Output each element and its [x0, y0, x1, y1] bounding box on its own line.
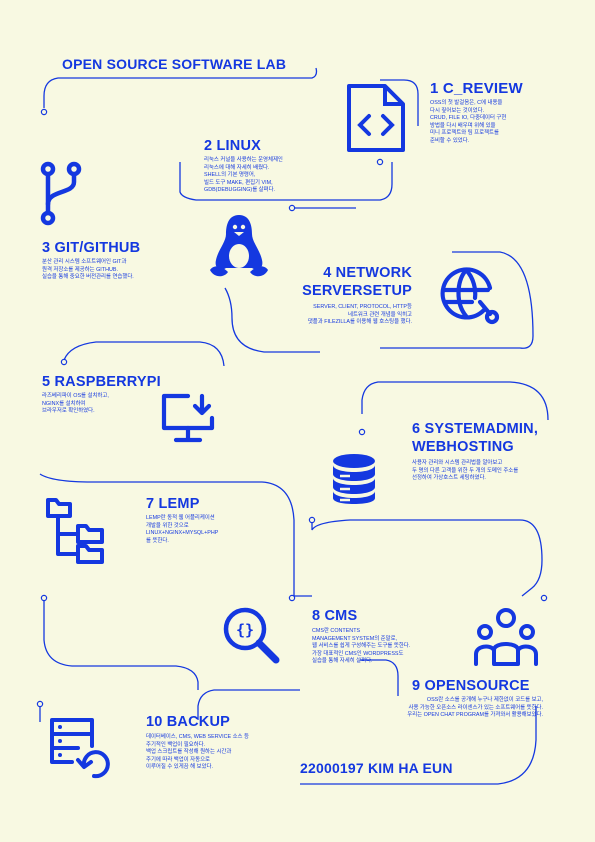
- section-6-heading: 6 SYSTEMADMIN, WEBHOSTING: [412, 421, 539, 455]
- section-4-heading: 4 NETWORK SERVERSETUP: [302, 265, 412, 299]
- section-1-description: OSS의 첫 발걸음은, C에 내용을 다시 짚어보는 것이었다. CRUD, FI…: [430, 100, 507, 144]
- section-2-heading: 2 LINUX: [204, 138, 261, 154]
- section-7-description: LEMP란 동적 웹 어플리케이션 개발을 위한 것으로 LINUX+NGINX+M…: [146, 515, 219, 544]
- section-1-heading: 1 C_REVIEW: [430, 80, 523, 97]
- git-branch-icon: [40, 161, 82, 226]
- code-file-icon: [347, 84, 405, 152]
- section-9-description: OSS란 소스를 공개해 누구나 제한없이 코드를 보고, 사용 가능한 오픈소스…: [407, 697, 543, 719]
- tux-penguin-icon: [210, 215, 268, 277]
- monitor-download-icon: [161, 393, 215, 443]
- section-3-heading: 3 GIT/GITHUB: [42, 240, 141, 256]
- server-backup-icon: [50, 718, 110, 779]
- community-users-icon: [474, 608, 538, 666]
- section-9-heading: 9 OPENSOURCE: [412, 678, 530, 694]
- section-10-description: 데이터베이스, CMS, WEB SERVICE 소스 등 주기적인 백업이 필요…: [146, 734, 249, 771]
- section-5-description: 라즈베리파이 OS를 설치하고, NGINX를 설치하여 브라우저로 확인하였다.: [42, 393, 109, 415]
- section-2-description: 리눅스 커널을 사용하는 운영체제인 리눅스에 대해 자세히 배웠다. SHELL의…: [204, 157, 283, 194]
- section-6-description: 사용자 관리와 시스템 관리법을 알아보고 두 명의 다른 고객을 위한 두 개의…: [412, 460, 519, 482]
- magnifier-code-icon: {}: [223, 607, 280, 664]
- folder-tree-icon: [46, 498, 104, 564]
- section-8-description: CMS란 CONTENTS MANAGEMENT SYSTEM의 준말로, 웹 서비…: [312, 628, 411, 665]
- section-3-description: 분산 관리 시스템 소프트웨어인 GIT과 원격 저장소를 제공하는 GITHUB…: [42, 259, 134, 281]
- svg-text:{}: {}: [236, 621, 254, 639]
- author-footer: 22000197 KIM HA EUN: [300, 760, 453, 776]
- section-7-heading: 7 LEMP: [146, 496, 200, 512]
- section-5-heading: 5 RASPBERRYPI: [42, 374, 161, 390]
- section-8-heading: 8 CMS: [312, 608, 358, 624]
- section-10-heading: 10 BACKUP: [146, 714, 230, 730]
- page-title: OPEN SOURCE SOFTWARE LAB: [62, 56, 287, 72]
- database-icon: [333, 454, 375, 504]
- section-4-description: SERVER, CLIENT, PROTOCOL, HTTP등 네트워크 관련 개…: [307, 304, 412, 326]
- globe-network-icon: [440, 267, 500, 325]
